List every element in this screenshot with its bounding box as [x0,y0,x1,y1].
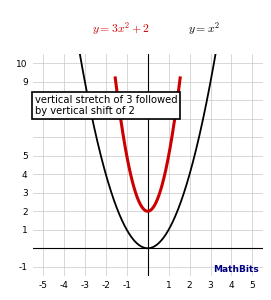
Text: $y = x^2$: $y = x^2$ [188,20,220,38]
Text: vertical stretch of 3 followed
by vertical shift of 2: vertical stretch of 3 followed by vertic… [35,95,177,116]
Text: MathBits: MathBits [213,265,259,274]
Text: $y = 3x^2 + 2$: $y = 3x^2 + 2$ [92,20,149,38]
